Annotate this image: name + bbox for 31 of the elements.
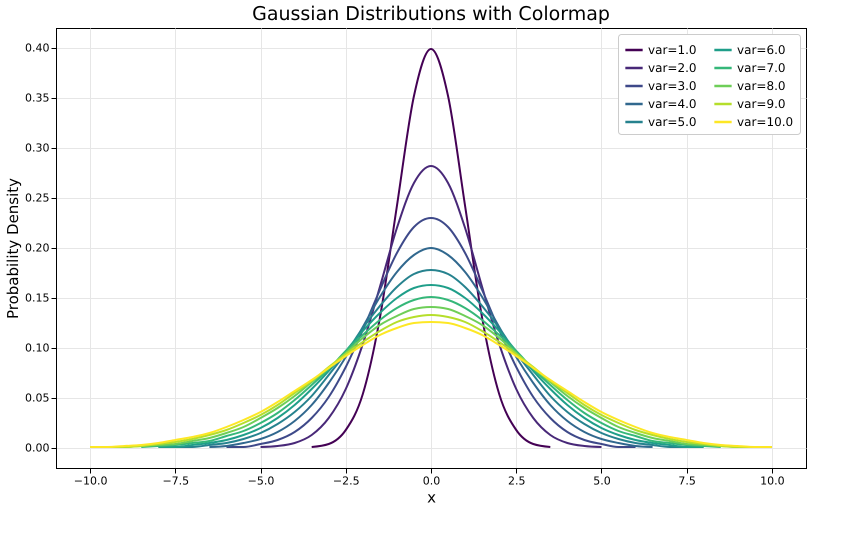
y-tick-label: 0.25	[25, 192, 50, 204]
x-tick-label: 10.0	[760, 474, 785, 488]
legend-label: var=8.0	[737, 79, 786, 93]
legend-label: var=2.0	[648, 61, 697, 75]
x-tick-label: −5.0	[248, 474, 274, 488]
y-tick-label: 0.30	[25, 142, 50, 154]
x-tick-label: 5.0	[593, 474, 611, 488]
x-tick-label: 2.5	[508, 474, 526, 488]
y-tick-label: 0.05	[25, 392, 50, 404]
legend-label: var=7.0	[737, 61, 786, 75]
chart-title: Gaussian Distributions with Colormap	[252, 3, 610, 25]
legend-label: var=5.0	[648, 115, 697, 129]
legend-label: var=10.0	[737, 115, 794, 129]
legend-label: var=4.0	[648, 97, 697, 111]
y-tick-label: 0.10	[25, 342, 50, 354]
y-tick-label: 0.15	[25, 292, 50, 304]
legend-label: var=6.0	[737, 43, 786, 57]
x-axis-title: x	[427, 488, 436, 506]
x-tick-label: 0.0	[422, 474, 440, 488]
legend-label: var=3.0	[648, 79, 697, 93]
x-tick-label: 7.5	[678, 474, 696, 488]
x-tick-label: −10.0	[74, 474, 108, 488]
x-tick-label: −7.5	[162, 474, 190, 488]
y-tick-label: 0.35	[25, 92, 50, 104]
y-axis-title: Probability Density	[4, 178, 22, 320]
legend-label: var=1.0	[648, 43, 697, 57]
legend-label: var=9.0	[737, 97, 786, 111]
x-tick-label: −2.5	[332, 474, 360, 488]
y-tick-label: 0.20	[25, 242, 50, 254]
y-tick-label: 0.40	[25, 42, 50, 54]
y-tick-label: 0.00	[25, 442, 50, 454]
